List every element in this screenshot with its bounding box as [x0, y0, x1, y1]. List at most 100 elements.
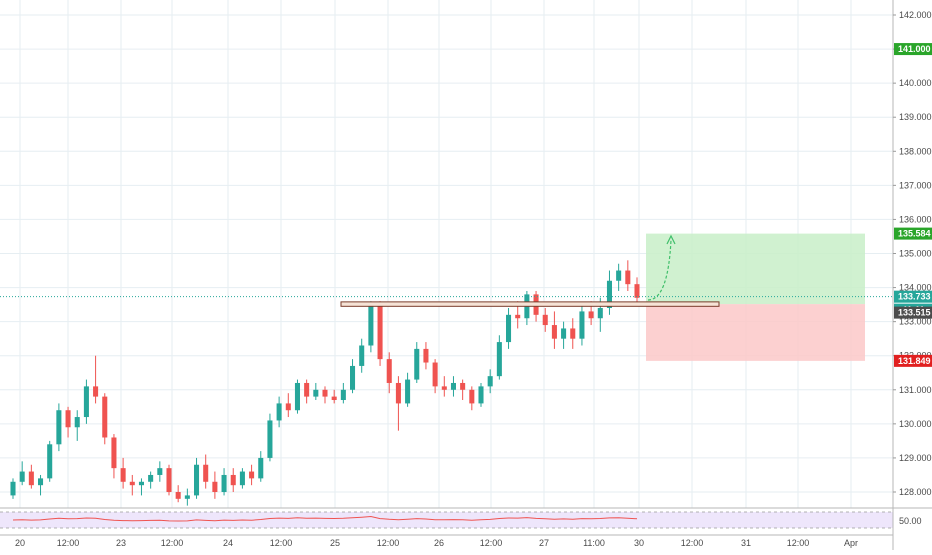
candle[interactable]: [478, 382, 484, 407]
candle[interactable]: [386, 352, 392, 394]
candle[interactable]: [249, 464, 255, 486]
candle[interactable]: [322, 386, 328, 404]
candle-body: [93, 386, 99, 397]
candle[interactable]: [19, 461, 25, 486]
candle[interactable]: [377, 301, 383, 366]
time-tick-label: 12:00: [377, 538, 400, 548]
candle[interactable]: [74, 410, 80, 441]
stop-badge-bg: [894, 354, 932, 367]
candle[interactable]: [487, 369, 493, 394]
candle[interactable]: [570, 318, 576, 349]
candle-body: [478, 386, 484, 404]
candle[interactable]: [423, 342, 429, 370]
time-tick-label: 30: [634, 538, 644, 548]
rsi-line: [12, 515, 638, 522]
candle[interactable]: [340, 382, 346, 404]
candle[interactable]: [414, 342, 420, 383]
candle[interactable]: [506, 308, 512, 349]
candle[interactable]: [111, 434, 117, 479]
tp-badge-text: 141.000: [898, 44, 931, 54]
target-zone: [646, 233, 865, 305]
current-price-badge-bg: [894, 290, 932, 303]
candle[interactable]: [184, 488, 190, 506]
candle[interactable]: [83, 379, 89, 424]
candle[interactable]: [230, 468, 236, 492]
candle-body: [285, 403, 291, 411]
candle-body: [551, 325, 557, 339]
candle[interactable]: [561, 321, 567, 349]
candle[interactable]: [579, 304, 585, 346]
candle[interactable]: [129, 474, 135, 496]
candle[interactable]: [634, 277, 640, 305]
candle[interactable]: [194, 457, 200, 499]
candle[interactable]: [56, 403, 62, 452]
candle[interactable]: [221, 468, 227, 496]
candle[interactable]: [368, 301, 374, 353]
candle[interactable]: [148, 471, 154, 489]
candle[interactable]: [258, 451, 264, 482]
candle[interactable]: [542, 308, 548, 332]
candle[interactable]: [432, 359, 438, 394]
candle-body: [38, 478, 44, 486]
candle[interactable]: [38, 474, 44, 496]
candle[interactable]: [469, 386, 475, 411]
candle[interactable]: [294, 379, 300, 414]
candle[interactable]: [102, 393, 108, 445]
candle-body: [487, 376, 493, 387]
candle[interactable]: [551, 311, 557, 349]
candle[interactable]: [524, 290, 530, 326]
grid: [0, 0, 893, 508]
candle[interactable]: [203, 454, 209, 489]
candle-body: [368, 304, 374, 346]
candle[interactable]: [10, 478, 16, 499]
candle[interactable]: [441, 376, 447, 397]
candle[interactable]: [267, 413, 273, 462]
candles[interactable]: [10, 260, 640, 506]
stop-zone: [646, 304, 865, 361]
candle[interactable]: [313, 382, 319, 401]
rsi-tick-label: 50.00: [899, 516, 922, 526]
candle[interactable]: [120, 457, 126, 489]
time-tick-label: 25: [330, 538, 340, 548]
candle[interactable]: [395, 376, 401, 431]
candle-body: [359, 345, 365, 366]
candle[interactable]: [65, 406, 71, 438]
candle[interactable]: [496, 335, 502, 380]
candle[interactable]: [450, 376, 456, 397]
candle[interactable]: [331, 389, 337, 404]
candle[interactable]: [28, 464, 34, 489]
candle[interactable]: [276, 396, 282, 428]
candle-body: [469, 389, 475, 404]
candle[interactable]: [359, 338, 365, 373]
candle[interactable]: [175, 485, 181, 503]
candle[interactable]: [93, 355, 99, 404]
candle-body: [441, 386, 447, 390]
candle[interactable]: [350, 359, 356, 394]
target-badge-bg: [894, 227, 932, 240]
candle-body: [606, 280, 612, 309]
candle[interactable]: [625, 260, 631, 291]
price-tick-label: 128.000: [899, 487, 932, 497]
candle-body: [120, 468, 126, 482]
candle[interactable]: [239, 468, 245, 489]
candle[interactable]: [212, 471, 218, 499]
candle-body: [313, 389, 319, 397]
candle-body: [450, 382, 456, 390]
candle[interactable]: [304, 379, 310, 404]
candle[interactable]: [616, 263, 622, 291]
time-tick-label: 24: [223, 538, 233, 548]
candle[interactable]: [166, 464, 172, 496]
candle-body: [157, 468, 163, 475]
candle-body: [625, 270, 631, 285]
time-tick-label: 23: [116, 538, 126, 548]
candle[interactable]: [138, 478, 144, 496]
candle[interactable]: [606, 270, 612, 315]
candle[interactable]: [157, 461, 163, 482]
candle-body: [542, 314, 548, 326]
candle[interactable]: [47, 440, 53, 482]
candle[interactable]: [285, 393, 291, 418]
candle[interactable]: [405, 372, 411, 407]
candle[interactable]: [460, 379, 466, 401]
